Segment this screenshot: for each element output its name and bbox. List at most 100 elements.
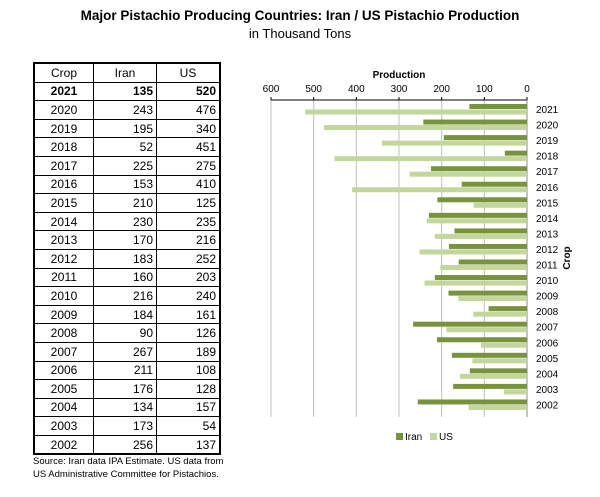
bar-iran-2013 <box>454 228 527 234</box>
bar-iran-2018 <box>504 150 527 156</box>
crop-cell: 2011 <box>33 267 94 288</box>
x-tick-label: 600 <box>263 84 280 95</box>
legend-swatch-iran <box>396 433 403 440</box>
y-axis-title: Crop <box>562 246 573 269</box>
table-row: 2005 176 128 <box>33 379 221 399</box>
iran-cell: 160 <box>93 267 157 288</box>
us-cell: 108 <box>156 360 221 381</box>
legend-label-us: US <box>439 432 453 443</box>
y-tick-label: 2003 <box>536 385 559 396</box>
table-row: 2021 135 520 <box>33 81 221 102</box>
bar-iran-2015 <box>437 197 527 203</box>
y-tick-label: 2004 <box>536 369 559 380</box>
y-tick-label: 2009 <box>536 292 559 303</box>
legend-swatch-us <box>430 433 437 440</box>
bar-us-2008 <box>473 311 527 317</box>
bar-iran-2008 <box>488 306 527 312</box>
bar-iran-2014 <box>428 212 527 218</box>
iran-cell: 153 <box>93 174 157 195</box>
iran-cell: 230 <box>93 211 157 232</box>
bar-iran-2011 <box>458 259 527 265</box>
table-row: 2014 230 235 <box>33 211 221 232</box>
us-cell: 235 <box>156 211 221 232</box>
bar-us-2018 <box>334 156 527 162</box>
y-tick-label: 2011 <box>536 261 558 272</box>
bar-us-2016 <box>352 187 527 193</box>
us-cell: 157 <box>156 397 221 418</box>
bar-us-2004 <box>460 373 527 379</box>
y-tick-label: 2021 <box>536 105 559 116</box>
bar-iran-2017 <box>431 166 527 172</box>
crop-cell: 2014 <box>33 211 94 232</box>
iran-cell: 184 <box>93 304 157 325</box>
table-row: 2011 160 203 <box>33 267 221 288</box>
table-row: 2006 211 108 <box>33 360 221 381</box>
us-cell: 125 <box>156 193 221 213</box>
iran-cell: 211 <box>93 360 157 381</box>
bar-us-2002 <box>468 404 527 410</box>
crop-cell: 2015 <box>33 193 94 213</box>
iran-cell: 195 <box>93 118 157 139</box>
iran-cell: 267 <box>93 341 157 362</box>
table-row: 2020 243 476 <box>33 100 221 120</box>
table-row: 2016 153 410 <box>33 174 221 195</box>
y-tick-label: 2007 <box>536 323 559 334</box>
us-cell: 252 <box>156 248 221 269</box>
bar-iran-2009 <box>448 290 527 296</box>
us-cell: 476 <box>156 100 221 120</box>
bar-us-2017 <box>409 171 527 177</box>
y-tick-label: 2017 <box>536 167 559 178</box>
bar-us-2010 <box>424 280 527 286</box>
chart-title: Major Pistachio Producing Countries: Ira… <box>80 8 520 23</box>
us-cell: 54 <box>156 416 221 436</box>
iran-cell: Iran <box>93 62 157 83</box>
y-tick-label: 2012 <box>536 245 559 256</box>
table-row: 2003 173 54 <box>33 416 221 436</box>
bar-iran-2021 <box>469 104 527 109</box>
source-note: Source: Iran data IPA Estimate. US data … <box>33 456 224 480</box>
us-cell: US <box>156 62 221 83</box>
y-tick-label: 2006 <box>536 338 559 349</box>
iran-cell: 216 <box>93 286 157 306</box>
y-tick-label: 2005 <box>536 354 559 365</box>
table-row: 2008 90 126 <box>33 323 221 343</box>
iran-cell: 256 <box>93 434 157 455</box>
bar-iran-2012 <box>448 243 527 249</box>
bar-iran-2004 <box>469 368 527 374</box>
y-tick-label: 2014 <box>536 214 559 225</box>
y-tick-label: 2015 <box>536 198 559 209</box>
y-tick-label: 2008 <box>536 307 559 318</box>
x-tick-label: 300 <box>391 84 408 95</box>
bar-us-2015 <box>473 202 527 208</box>
bar-iran-2010 <box>434 275 527 281</box>
crop-cell: 2002 <box>33 434 94 455</box>
crop-cell: 2019 <box>33 118 94 139</box>
bar-us-2014 <box>426 218 527 224</box>
crop-cell: 2020 <box>33 100 94 120</box>
crop-cell: 2009 <box>33 304 94 325</box>
bar-us-2019 <box>381 140 527 146</box>
bar-us-2021 <box>305 109 527 115</box>
bar-iran-2007 <box>413 321 527 327</box>
y-tick-label: 2002 <box>536 400 559 411</box>
x-tick-label: 500 <box>305 84 322 95</box>
bar-iran-2006 <box>436 337 527 343</box>
bar-us-2009 <box>458 296 527 302</box>
crop-cell: 2013 <box>33 230 94 250</box>
bar-us-2003 <box>503 389 527 395</box>
us-cell: 189 <box>156 341 221 362</box>
x-tick-label: 100 <box>476 84 493 95</box>
crop-cell: 2007 <box>33 341 94 362</box>
bar-us-2013 <box>434 233 527 239</box>
y-tick-label: 2019 <box>536 136 559 147</box>
us-cell: 128 <box>156 379 221 399</box>
x-axis-title: Production <box>373 70 426 81</box>
crop-cell: 2005 <box>33 379 94 399</box>
crop-cell: 2018 <box>33 137 94 157</box>
crop-cell: 2006 <box>33 360 94 381</box>
chart-subtitle: in Thousand Tons <box>248 26 352 41</box>
table-row: 2010 216 240 <box>33 286 221 306</box>
y-tick-label: 2016 <box>536 183 559 194</box>
bar-us-2006 <box>480 342 527 348</box>
x-tick-label: 0 <box>524 84 530 95</box>
